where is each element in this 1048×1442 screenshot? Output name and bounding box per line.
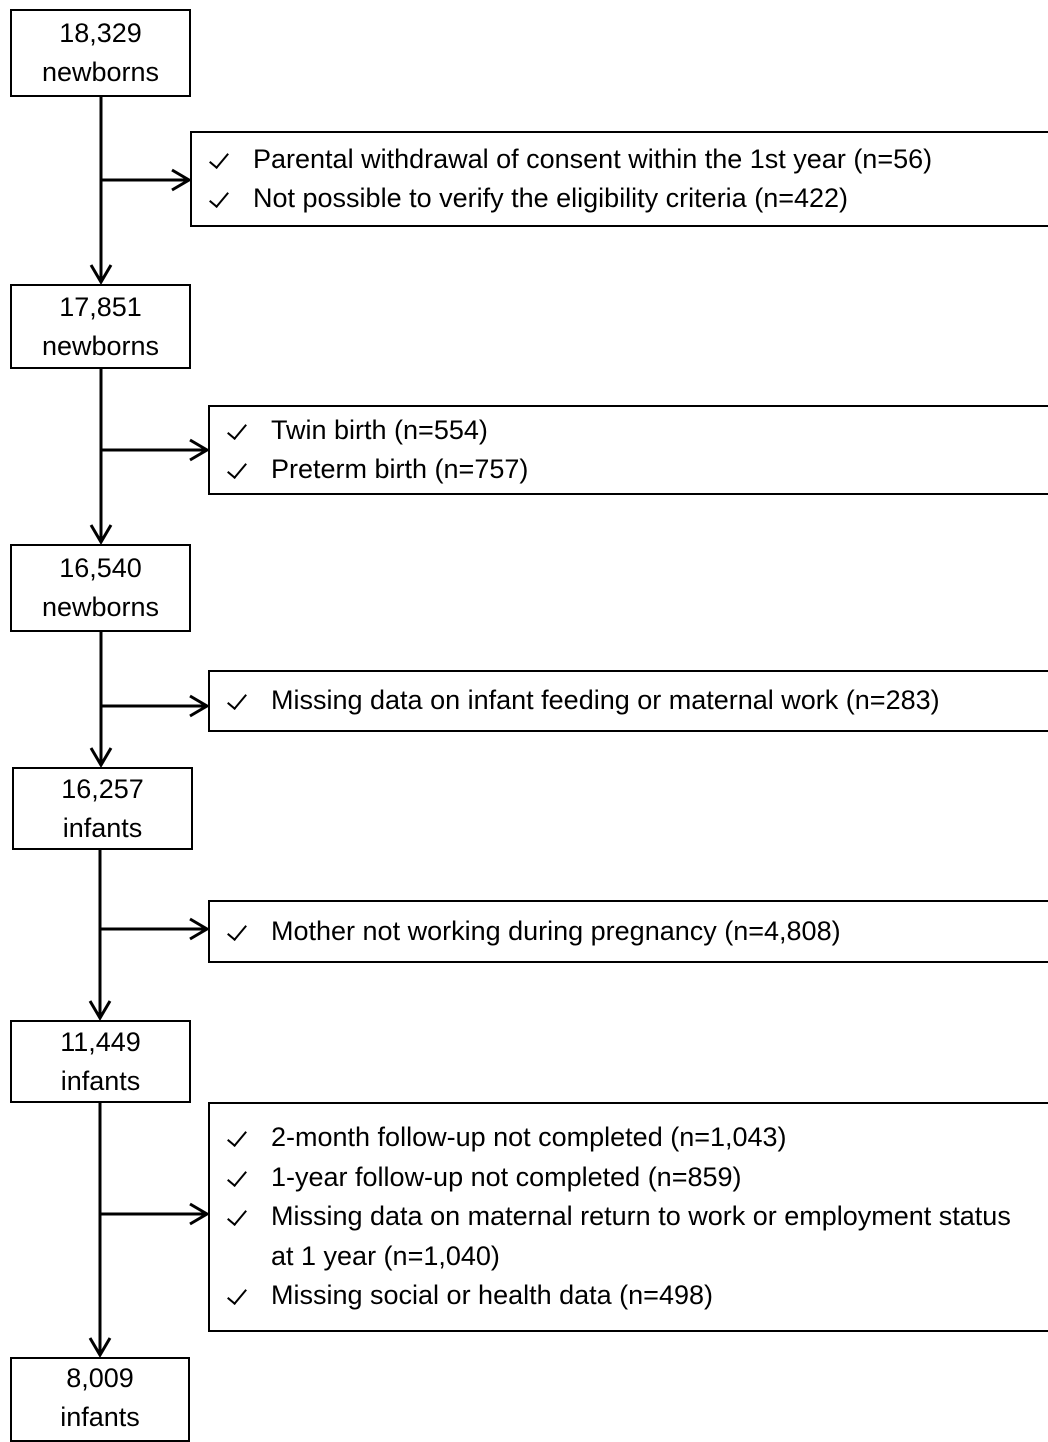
exclusion-item: Not possible to verify the eligibility c… xyxy=(192,179,1038,219)
main-arrows xyxy=(88,96,113,1358)
exclusion-item: Twin birth (n=554) xyxy=(210,411,1038,451)
count: 17,851 xyxy=(59,291,142,322)
unit: newborns xyxy=(41,57,160,87)
node: 16,540 newborns xyxy=(10,544,191,632)
count: 18,329 xyxy=(59,18,142,48)
exclusion-item: Missing social or health data (n=498) xyxy=(210,1276,1034,1316)
unit: infants xyxy=(60,1402,140,1432)
unit: newborns xyxy=(41,330,160,361)
count: 16,540 xyxy=(59,553,142,583)
exclusion-box: Parental withdrawal of consent within th… xyxy=(190,131,1048,227)
node: 18,329 newborns xyxy=(10,9,191,97)
exclusion-box: Twin birth (n=554) Preterm birth (n=757) xyxy=(208,405,1048,495)
exclusion-item: Mother not working during pregnancy (n=4… xyxy=(210,912,1038,952)
exclusion-item: 2-month follow-up not completed (n=1,043… xyxy=(210,1118,1034,1158)
side-arrows xyxy=(100,168,210,1226)
exclusion-box: Mother not working during pregnancy (n=4… xyxy=(208,900,1048,963)
unit: infants xyxy=(62,812,143,843)
exclusion-item: Missing data on maternal return to work … xyxy=(210,1197,1034,1276)
node: 11,449 infants xyxy=(10,1020,191,1103)
count: 8,009 xyxy=(66,1363,134,1393)
count: 16,257 xyxy=(61,773,144,804)
unit: newborns xyxy=(41,592,160,622)
exclusion-item: Missing data on infant feeding or matern… xyxy=(210,681,1038,721)
exclusion-item: Preterm birth (n=757) xyxy=(210,450,1038,490)
exclusion-box: Missing data on infant feeding or matern… xyxy=(208,670,1048,732)
node: 17,851 newborns xyxy=(10,284,191,369)
node: 16,257 infants xyxy=(12,767,193,850)
exclusion-item: 1-year follow-up not completed (n=859) xyxy=(210,1158,1034,1198)
unit: infants xyxy=(60,1065,141,1096)
exclusion-item: Parental withdrawal of consent within th… xyxy=(192,140,1038,180)
exclusion-box: 2-month follow-up not completed (n=1,043… xyxy=(208,1102,1048,1332)
node: 8,009 infants xyxy=(10,1357,190,1442)
count: 11,449 xyxy=(60,1026,141,1057)
